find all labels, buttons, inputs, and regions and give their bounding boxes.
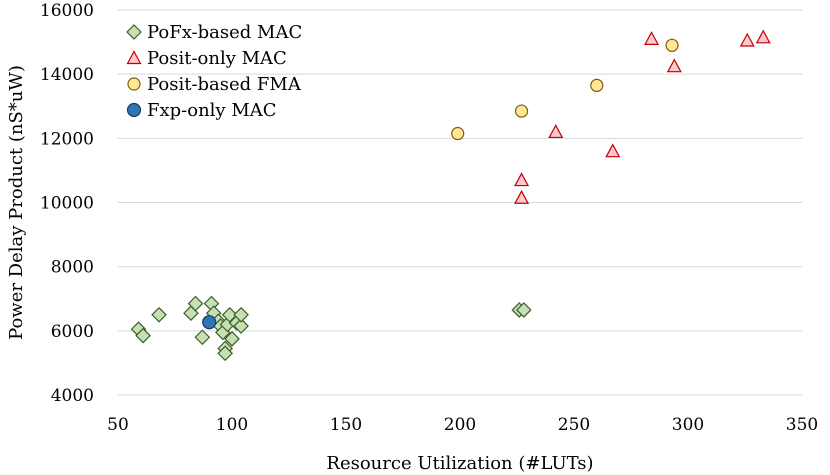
legend-item: Posit-based FMA [127,74,302,95]
x-tick-label: 350 [786,415,818,435]
series-0 [130,295,532,362]
data-point [590,78,604,92]
y-axis-title: Power Delay Product (nS*uW) [6,65,27,340]
y-tick-label: 4000 [51,386,94,406]
x-tick-label: 250 [558,415,590,435]
data-point [224,331,240,347]
series-3 [202,315,217,330]
data-point [644,31,660,46]
data-point [135,327,151,344]
data-point [217,345,234,362]
x-tick-label: 300 [672,415,704,435]
x-tick-label: 200 [444,415,476,435]
data-point [665,38,679,52]
y-tick-label: 8000 [51,258,94,278]
y-tick-label: 16000 [40,1,94,21]
data-point [194,329,211,346]
data-point [755,29,771,44]
data-point [202,315,217,330]
data-point [514,172,530,187]
legend-marker [127,77,141,91]
x-axis-title: Resource Utilization (#LUTs) [326,453,593,474]
legend: PoFx-based MAC Posit-only MAC Posit-based … [126,22,302,121]
data-point [233,318,249,334]
data-point [514,189,530,204]
data-point [739,32,755,47]
legend-item: Fxp-only MAC [126,100,277,121]
y-tick-labels: 4000 6000 8000 10000 12000 14000 16000 [40,1,94,406]
series-1 [514,29,771,204]
data-point [515,302,532,318]
legend-item: Posit-only MAC [126,48,287,69]
y-tick-label: 10000 [40,194,94,214]
y-tick-label: 14000 [40,65,94,85]
legend-label: Posit-only MAC [147,48,287,69]
data-point [233,306,249,323]
legend-marker [126,50,142,65]
y-tick-label: 12000 [40,129,94,149]
data-point [151,306,167,323]
data-point [548,124,564,139]
data-point [666,58,682,73]
data-points [130,29,771,362]
y-tick-label: 6000 [51,322,94,342]
legend-label: Fxp-only MAC [147,100,277,121]
series-2 [451,38,679,141]
data-point [221,306,238,323]
legend-marker [126,102,142,118]
data-point [514,104,529,118]
legend-label: Posit-based FMA [147,74,302,95]
legend-label: PoFx-based MAC [147,22,302,43]
data-point [605,143,621,158]
x-tick-label: 50 [107,415,129,435]
legend-item: PoFx-based MAC [126,22,302,43]
x-tick-label: 150 [330,415,362,435]
x-tick-labels: 50 100 150 200 250 300 350 [107,415,818,435]
data-point [451,126,465,141]
x-tick-label: 100 [216,415,248,435]
data-point [187,295,204,312]
legend-marker [126,24,142,40]
